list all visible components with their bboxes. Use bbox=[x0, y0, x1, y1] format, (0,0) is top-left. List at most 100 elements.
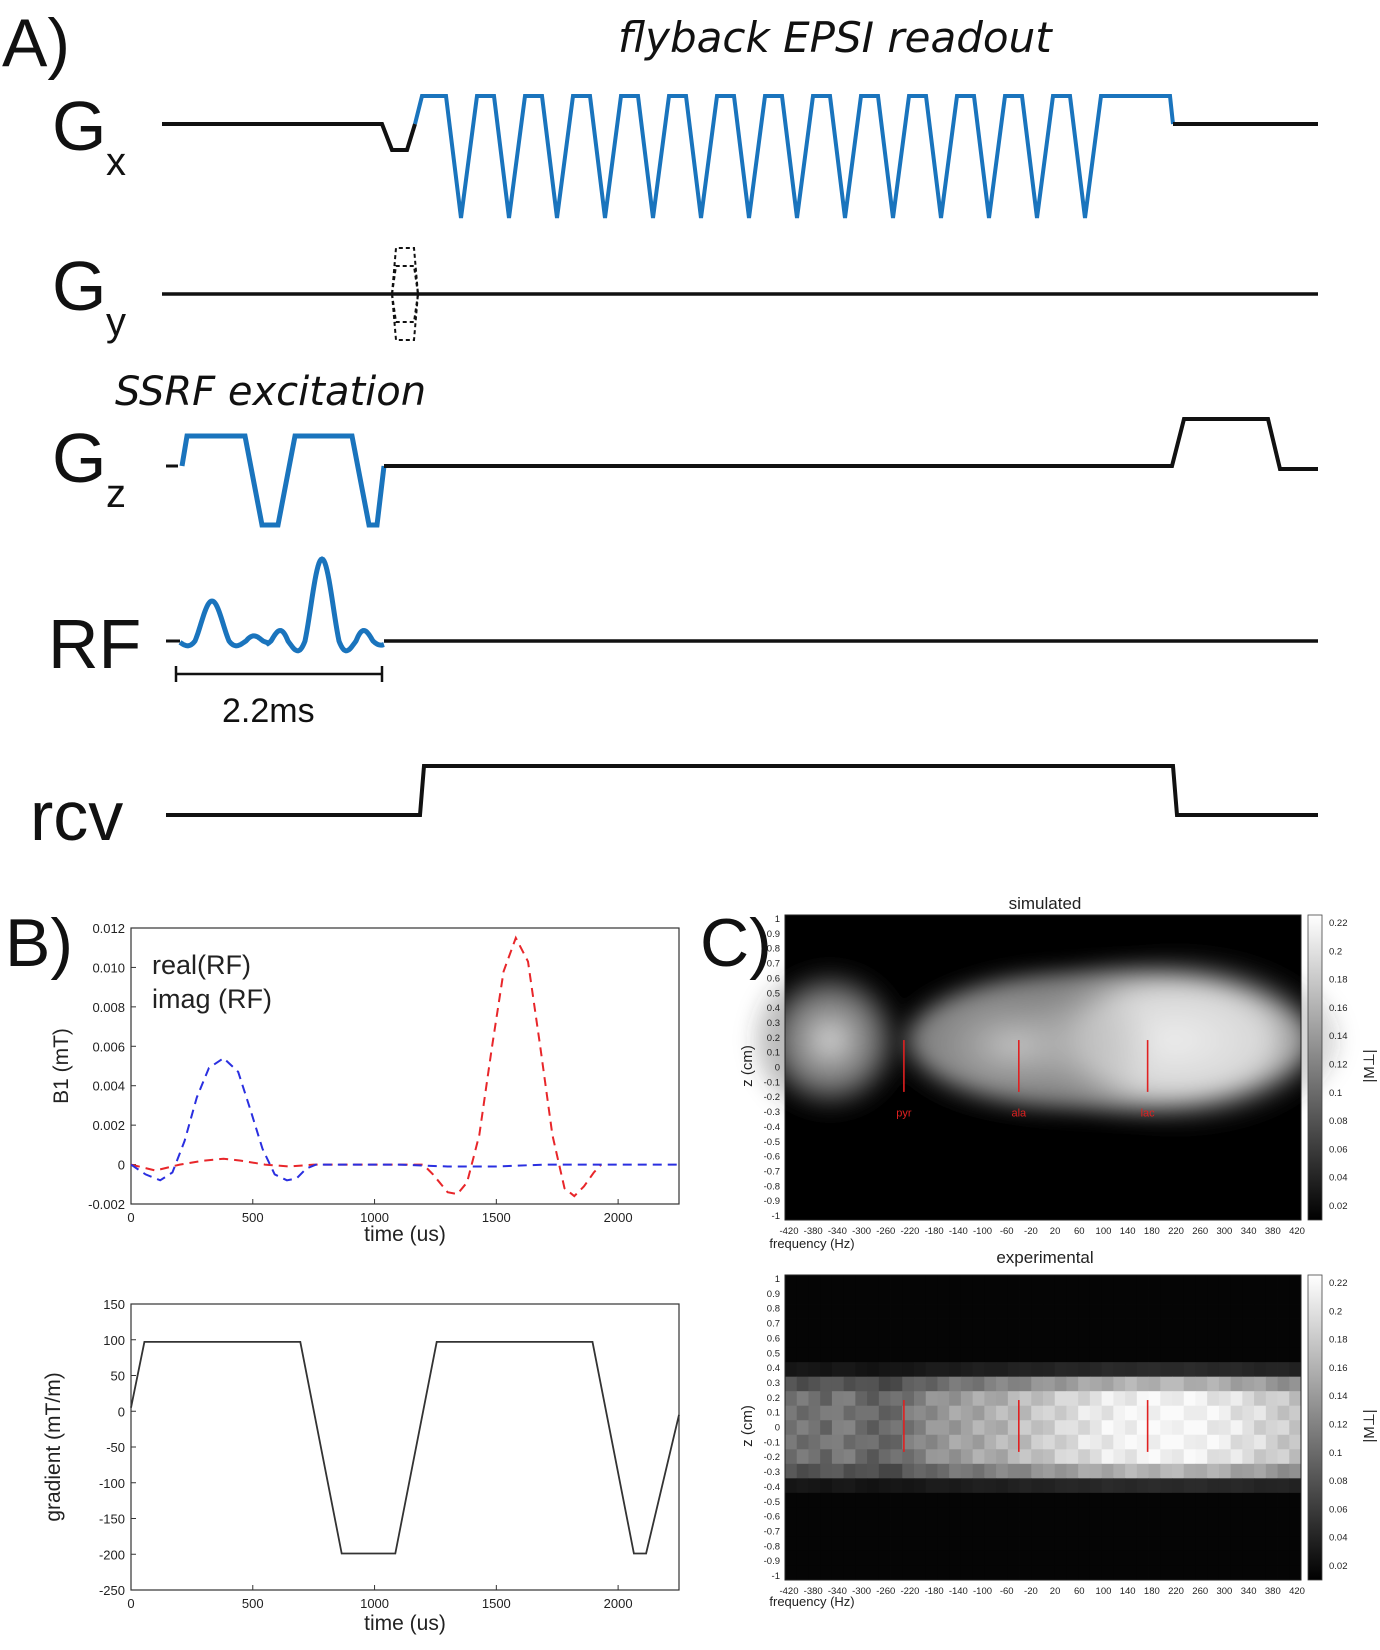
x-tick-label: 1000 bbox=[360, 1210, 389, 1225]
colorbar-tick-label: 0.06 bbox=[1329, 1504, 1348, 1515]
metabolite-label: pyr bbox=[896, 1107, 912, 1119]
x-tick-label: -180 bbox=[925, 1586, 944, 1597]
x-tick-label: -380 bbox=[804, 1226, 823, 1237]
gz-ssrf-waveform bbox=[179, 433, 387, 528]
x-tick-label: 0 bbox=[127, 1210, 134, 1225]
x-tick-label: -100 bbox=[973, 1586, 992, 1597]
channel-label-gy: G y bbox=[52, 247, 126, 344]
x-tick-label: 0 bbox=[127, 1596, 134, 1611]
y-tick-label: 1 bbox=[775, 1274, 780, 1285]
simulated-heatmap: simulated -420 -380 -340 -300 -260 -220 -180 -1… bbox=[739, 894, 1378, 1251]
b1-ylabel: B1 (mT) bbox=[50, 1028, 73, 1104]
x-tick-label: 300 bbox=[1216, 1586, 1232, 1597]
readout-title: flyback EPSI readout bbox=[618, 13, 1053, 62]
simulated-image bbox=[750, 914, 1345, 1221]
x-tick-label: 140 bbox=[1120, 1226, 1136, 1237]
y-tick-label: -0.3 bbox=[764, 1467, 780, 1478]
channel-label-rf: RF bbox=[48, 605, 141, 683]
y-tick-label: 0.010 bbox=[92, 960, 125, 975]
simulated-markers: pyr ala lac bbox=[896, 1040, 1155, 1119]
excitation-title: SSRF excitation bbox=[115, 369, 426, 415]
experimental-title: experimental bbox=[996, 1248, 1093, 1267]
colorbar-tick-label: 0.18 bbox=[1329, 975, 1348, 986]
y-tick-label: -0.7 bbox=[764, 1526, 780, 1537]
y-tick-label: 0.008 bbox=[92, 1000, 125, 1015]
x-tick-label: -60 bbox=[1000, 1586, 1014, 1597]
experimental-colorbar-label: |M⊥| bbox=[1361, 1409, 1378, 1442]
simulated-ylabel: z (cm) bbox=[739, 1045, 756, 1087]
y-tick-label: 0.7 bbox=[767, 959, 780, 970]
y-tick-label: 0.1 bbox=[767, 1408, 780, 1419]
b1-real-series bbox=[130, 935, 602, 1198]
y-tick-label: 0.4 bbox=[767, 1003, 780, 1014]
colorbar-tick-label: 0.02 bbox=[1329, 1561, 1348, 1572]
metabolite-label: lac bbox=[1141, 1107, 1156, 1119]
y-tick-label: -0.5 bbox=[764, 1497, 780, 1508]
gradient-ylabel: gradient (mT/m) bbox=[42, 1372, 65, 1521]
x-tick-label: 500 bbox=[242, 1210, 264, 1225]
y-tick-label: 0 bbox=[775, 1423, 780, 1434]
simulated-colorbar-label: |M⊥| bbox=[1361, 1049, 1378, 1082]
panel-b: B) 0 500 1000 1500 2000-0.00200.0020.0040.00… bbox=[5, 905, 680, 1635]
x-tick-label: -340 bbox=[828, 1226, 847, 1237]
x-tick-label: 180 bbox=[1144, 1226, 1160, 1237]
panel-a: A) flyback EPSI readout SSRF excitation … bbox=[2, 5, 1318, 855]
gradient-series bbox=[130, 1341, 680, 1555]
y-tick-label: -200 bbox=[99, 1547, 125, 1562]
colorbar-tick-label: 0.18 bbox=[1329, 1335, 1348, 1346]
gradient-xlabel: time (us) bbox=[364, 1612, 446, 1635]
x-tick-label: -180 bbox=[925, 1226, 944, 1237]
y-tick-label: -0.002 bbox=[88, 1197, 125, 1212]
x-tick-label: -220 bbox=[900, 1226, 919, 1237]
x-tick-label: 1500 bbox=[482, 1596, 511, 1611]
y-tick-label: -0.1 bbox=[764, 1077, 780, 1088]
y-tick-label: 0.6 bbox=[767, 1333, 780, 1344]
x-tick-label: 260 bbox=[1192, 1586, 1208, 1597]
colorbar-tick-label: 0.02 bbox=[1329, 1201, 1348, 1212]
simulated-ticks: -420 -380 -340 -300 -260 -220 -180 -140 -100 -60-… bbox=[764, 914, 1305, 1237]
gz-baseline bbox=[384, 417, 1318, 471]
colorbar-tick-label: 0.12 bbox=[1329, 1060, 1348, 1071]
x-tick-label: 1000 bbox=[360, 1596, 389, 1611]
svg-text:G: G bbox=[52, 247, 106, 325]
b1-ticks: 0 500 1000 1500 2000-0.00200.0020.0040.0060.… bbox=[88, 921, 632, 1225]
y-tick-label: 0.2 bbox=[767, 1033, 780, 1044]
panel-b-label: B) bbox=[5, 905, 73, 981]
x-tick-label: -140 bbox=[949, 1226, 968, 1237]
y-tick-label: -0.1 bbox=[764, 1437, 780, 1448]
x-tick-label: 420 bbox=[1289, 1226, 1305, 1237]
colorbar-tick-label: 0.04 bbox=[1329, 1173, 1348, 1184]
rf-ssrf-pulse bbox=[178, 556, 385, 654]
y-tick-label: 0.6 bbox=[767, 973, 780, 984]
experimental-ticks: -420 -380 -340 -300 -260 -220 -180 -140 -100 -60-… bbox=[764, 1274, 1305, 1597]
experimental-colorbar bbox=[1307, 1274, 1323, 1581]
simulated-colorbar bbox=[1307, 914, 1323, 1221]
gradient-plot-frame bbox=[130, 1303, 680, 1591]
b1-xlabel: time (us) bbox=[364, 1223, 446, 1246]
x-tick-label: -420 bbox=[779, 1226, 798, 1237]
colorbar-tick-label: 0.2 bbox=[1329, 1306, 1342, 1317]
y-tick-label: -0.4 bbox=[764, 1482, 780, 1493]
legend-imag: imag (RF) bbox=[152, 984, 272, 1014]
colorbar-tick-label: 0.22 bbox=[1329, 1278, 1348, 1289]
channel-label-gz: G z bbox=[52, 419, 126, 516]
x-tick-label: -420 bbox=[779, 1586, 798, 1597]
x-tick-label: 2000 bbox=[604, 1596, 633, 1611]
experimental-heatmap: experimental -420 -380 -340 -300 -260 -220 -18… bbox=[739, 1248, 1378, 1609]
channel-label-gx: G x bbox=[52, 87, 126, 184]
y-tick-label: 0 bbox=[775, 1063, 780, 1074]
y-tick-label: -50 bbox=[106, 1440, 125, 1455]
y-tick-label: 0.7 bbox=[767, 1319, 780, 1330]
x-tick-label: -260 bbox=[876, 1586, 895, 1597]
x-tick-label: 20 bbox=[1050, 1226, 1061, 1237]
gradient-ticks: 0 500 1000 1500 2000 -250 -200 -150 -100 -50 0 50 10… bbox=[99, 1297, 633, 1611]
simulated-xlabel: frequency (Hz) bbox=[769, 1236, 854, 1251]
rcv-waveform bbox=[166, 764, 1318, 817]
x-tick-label: 340 bbox=[1241, 1226, 1257, 1237]
x-tick-label: -140 bbox=[949, 1586, 968, 1597]
colorbar-tick-label: 0.08 bbox=[1329, 1116, 1348, 1127]
colorbar-tick-label: 0.14 bbox=[1329, 1031, 1348, 1042]
y-tick-label: -150 bbox=[99, 1512, 125, 1527]
gradient-plot: 0 500 1000 1500 2000 -250 -200 -150 -100 -50 0 50 10… bbox=[42, 1297, 680, 1635]
x-tick-label: -260 bbox=[876, 1226, 895, 1237]
